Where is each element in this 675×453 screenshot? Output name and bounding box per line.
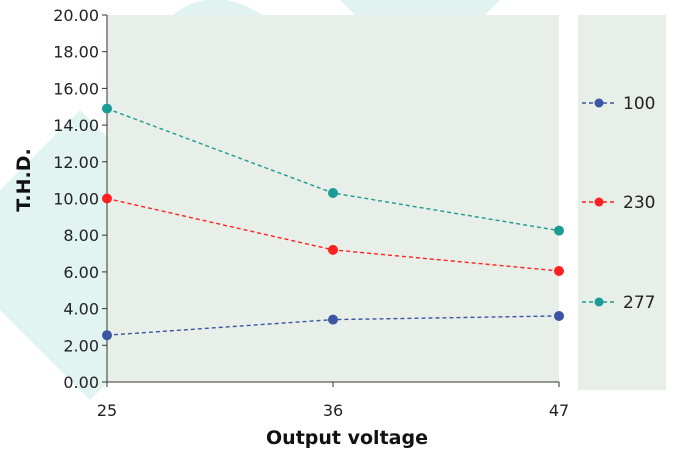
legend-label: 277 [623,293,655,313]
legend-marker-100 [594,98,604,108]
x-tick-label: 36 [323,401,343,420]
plot-area [107,15,559,382]
y-axis-title: T.H.D. [13,148,35,211]
x-axis-ticks: 25 36 47 [97,382,569,420]
series-layer [102,103,564,341]
x-axis-title: Output voltage [266,427,428,449]
data-point-230 [328,244,338,255]
x-tick-label: 25 [97,401,117,420]
y-tick-label: 4.00 [63,300,99,319]
y-tick-label: 0.00 [63,373,99,392]
legend-marker-277 [594,297,604,307]
y-tick-label: 12.00 [53,153,99,172]
y-tick-label: 16.00 [53,79,99,98]
legend-label: 230 [623,193,655,213]
y-tick-label: 18.00 [53,43,99,62]
y-axis-ticks: 0.00 2.00 4.00 6.00 8.00 10.00 12.00 14.00 16.00… [53,6,107,392]
data-point-100 [554,310,564,321]
legend-label: 100 [623,94,655,114]
legend: 100 230 277 [582,94,655,313]
data-point-100 [102,330,112,341]
data-point-277 [328,187,338,198]
data-point-277 [102,103,112,114]
x-tick-label: 47 [549,401,569,420]
data-point-100 [328,314,338,325]
data-point-230 [102,193,112,204]
data-point-230 [554,265,564,276]
y-tick-label: 14.00 [53,116,99,135]
y-tick-label: 8.00 [63,226,99,245]
data-point-277 [554,225,564,236]
y-tick-label: 6.00 [63,263,99,282]
y-tick-label: 10.00 [53,190,99,209]
y-tick-label: 20.00 [53,6,99,25]
y-tick-label: 2.00 [63,336,99,355]
legend-marker-230 [594,197,604,207]
